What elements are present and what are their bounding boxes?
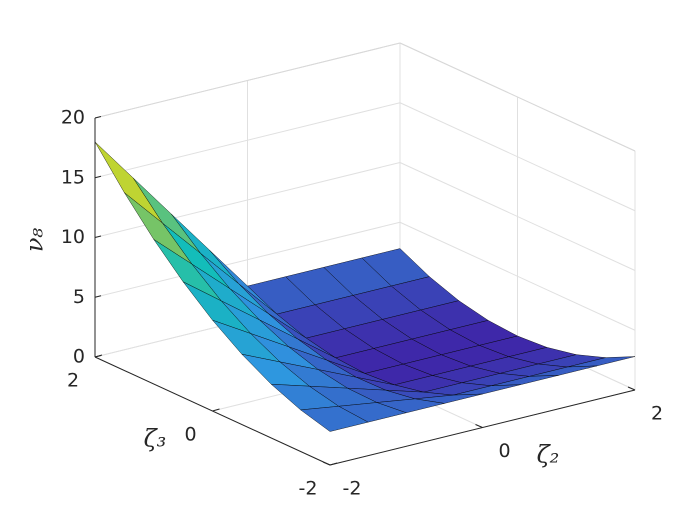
- z-tick-label: 5: [73, 286, 85, 308]
- z-tick-label: 20: [61, 107, 85, 129]
- tick-mark: [94, 116, 102, 119]
- z-tick-label: 15: [61, 166, 85, 188]
- tick-mark: [627, 386, 636, 391]
- tick-mark: [212, 408, 220, 412]
- tick-mark: [94, 354, 103, 358]
- y-tick-label: -2: [299, 478, 318, 500]
- x-tick-label: 0: [498, 440, 510, 462]
- z-tick-label: 10: [61, 226, 85, 248]
- tick-mark: [475, 424, 483, 428]
- tick-mark: [94, 295, 102, 298]
- y-tick-label: 0: [184, 424, 196, 446]
- box-edge: [399, 42, 636, 152]
- surface-patch: [94, 141, 163, 224]
- tick-mark: [94, 235, 102, 238]
- y-tick-label: 2: [67, 370, 79, 392]
- x-axis-label: ζ₂: [537, 441, 560, 469]
- y-axis-label: ζ₃: [144, 425, 167, 453]
- tick-mark: [94, 175, 102, 179]
- tick-mark: [329, 462, 338, 466]
- x-tick-label: 2: [651, 403, 663, 425]
- z-tick-label: 0: [73, 346, 85, 368]
- surface-patch: [299, 406, 369, 432]
- box-edge: [94, 42, 401, 119]
- z-axis-label: ν₈: [21, 228, 49, 253]
- x-tick-label: -2: [343, 478, 362, 500]
- tick-mark: [322, 461, 331, 466]
